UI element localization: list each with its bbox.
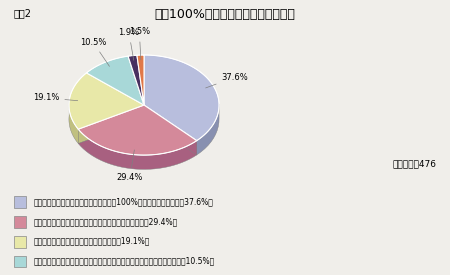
Polygon shape	[197, 104, 219, 155]
Text: 元の状態に還元すると製品重量に等しい量の濃縮果汁が使用されている（10.5%）: 元の状態に還元すると製品重量に等しい量の濃縮果汁が使用されている（10.5%）	[34, 257, 215, 265]
Text: 搾汁したそのままの状態の果汁が使用されている商品（29.4%）: 搾汁したそのままの状態の果汁が使用されている商品（29.4%）	[34, 217, 178, 226]
Polygon shape	[78, 105, 197, 155]
Text: 10.5%: 10.5%	[80, 38, 109, 66]
Polygon shape	[69, 101, 78, 144]
Text: 果汁100%表示に対する消費者の認識: 果汁100%表示に対する消費者の認識	[154, 8, 296, 21]
Polygon shape	[78, 105, 144, 144]
Text: 1.9%: 1.9%	[118, 28, 140, 60]
Polygon shape	[137, 55, 144, 105]
Text: 有効回答数476: 有効回答数476	[392, 160, 436, 169]
Text: 果汁以外の原材料も使用している商品に100%との表示はおかしい（37.6%）: 果汁以外の原材料も使用している商品に100%との表示はおかしい（37.6%）	[34, 197, 214, 206]
Polygon shape	[86, 56, 144, 105]
Polygon shape	[144, 105, 197, 155]
Polygon shape	[144, 55, 219, 141]
Text: 29.4%: 29.4%	[117, 150, 143, 182]
Text: 37.6%: 37.6%	[206, 73, 248, 88]
Polygon shape	[144, 105, 197, 155]
Polygon shape	[128, 55, 144, 105]
Polygon shape	[78, 105, 144, 144]
Polygon shape	[78, 129, 197, 169]
Text: 表示された果汁だけを使ってできた商品（19.1%）: 表示された果汁だけを使ってできた商品（19.1%）	[34, 237, 150, 246]
Text: 1.5%: 1.5%	[129, 27, 150, 60]
Text: 19.1%: 19.1%	[33, 94, 78, 102]
Text: 図表2: 図表2	[14, 8, 32, 18]
Polygon shape	[69, 73, 144, 129]
